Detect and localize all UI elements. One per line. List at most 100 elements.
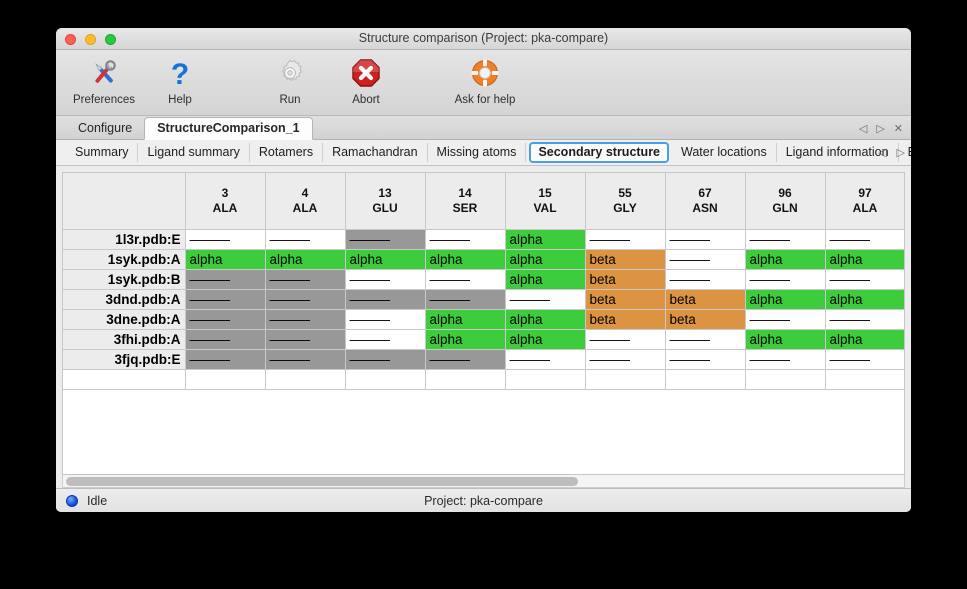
column-header-15[interactable]: 15 VAL <box>505 173 586 230</box>
row-header-3fjq-pdb-E[interactable]: 3fjq.pdb:E <box>63 349 186 370</box>
table-cell-white[interactable]: ——— <box>505 289 586 310</box>
table-cell-green[interactable]: alpha <box>745 289 826 310</box>
doc-tab-next-icon[interactable]: ▷ <box>876 123 885 135</box>
table-cell-beta[interactable]: beta <box>665 309 746 330</box>
table-cell-grey[interactable]: ——— <box>185 329 266 350</box>
column-header-14[interactable]: 14 SER <box>425 173 506 230</box>
table-cell-grey[interactable]: ——— <box>345 229 426 250</box>
table-cell-grey[interactable]: ——— <box>425 349 506 370</box>
row-header-3fhi-pdb-A[interactable]: 3fhi.pdb:A <box>63 329 186 350</box>
table-cell-grey[interactable]: ——— <box>265 329 346 350</box>
tab-rotamers[interactable]: Rotamers <box>250 143 324 162</box>
table-cell-grey[interactable]: ——— <box>185 349 266 370</box>
table-cell-grey[interactable]: ——— <box>265 349 346 370</box>
table-cell-white[interactable]: ——— <box>505 349 586 370</box>
ask-for-help-button[interactable]: Ask for help <box>438 54 532 106</box>
doc-tab-close-icon[interactable]: ✕ <box>893 123 903 135</box>
table-cell-green[interactable]: alpha <box>505 329 586 350</box>
table-cell-green[interactable]: alpha <box>345 249 426 270</box>
table-cell-white[interactable]: ——— <box>745 229 826 250</box>
table-cell-beta[interactable]: beta <box>665 289 746 310</box>
table-cell-white[interactable]: ——— <box>665 329 746 350</box>
column-header-55[interactable]: 55 GLY <box>585 173 666 230</box>
table-cell-grey[interactable]: ——— <box>345 289 426 310</box>
close-window-button[interactable] <box>65 34 76 45</box>
table-row[interactable]: 3fhi.pdb:A ——— ——— ——— alpha alpha ——— ——— alpha… <box>63 329 904 350</box>
column-header-67[interactable]: 67 ASN <box>665 173 746 230</box>
table-cell-green[interactable]: alpha <box>505 309 586 330</box>
table-cell-white[interactable]: ——— <box>745 269 826 290</box>
table-cell-grey[interactable]: ——— <box>185 289 266 310</box>
table-cell-grey[interactable]: ——— <box>185 269 266 290</box>
tab-missing-atoms[interactable]: Missing atoms <box>428 143 527 162</box>
table-cell-green[interactable]: alpha <box>745 329 826 350</box>
horizontal-scrollbar-thumb[interactable] <box>66 477 578 486</box>
table-row[interactable]: 3dne.pdb:A ——— ——— ——— alpha alpha beta beta ———… <box>63 309 904 330</box>
table-cell-white[interactable]: ——— <box>665 349 746 370</box>
table-cell-white[interactable]: ——— <box>345 329 426 350</box>
table-row[interactable]: 3dnd.pdb:A ——— ——— ——— ——— ——— beta beta alpha al… <box>63 289 904 310</box>
minimize-window-button[interactable] <box>85 34 96 45</box>
table-cell-white[interactable]: ——— <box>825 309 904 330</box>
table-cell-white[interactable]: ——— <box>665 249 746 270</box>
column-header-4[interactable]: 4 ALA <box>265 173 346 230</box>
table-cell-white[interactable]: ——— <box>745 349 826 370</box>
table-cell-white[interactable]: ——— <box>425 229 506 250</box>
table-cell-white[interactable]: ——— <box>345 269 426 290</box>
tab-secondary-structure[interactable]: Secondary structure <box>529 142 670 163</box>
tab-ligand-summary[interactable]: Ligand summary <box>138 143 250 162</box>
table-row[interactable]: 1syk.pdb:B ——— ——— ——— ——— alpha beta ——— ——— ———… <box>63 269 904 290</box>
table-cell-grey[interactable]: ——— <box>425 289 506 310</box>
tab-ligand-information[interactable]: Ligand information <box>777 143 899 162</box>
column-header-96[interactable]: 96 GLN <box>745 173 826 230</box>
doc-tab-structurecomparison-1[interactable]: StructureComparison_1 <box>144 117 313 140</box>
table-cell-green[interactable]: alpha <box>505 229 586 250</box>
column-header-3[interactable]: 3 ALA <box>185 173 266 230</box>
table-cell-beta[interactable]: beta <box>585 269 666 290</box>
table-cell-green[interactable]: alpha <box>185 249 266 270</box>
column-header-97[interactable]: 97 ALA <box>825 173 904 230</box>
table-cell-white[interactable]: ——— <box>825 229 904 250</box>
table-row[interactable]: 3fjq.pdb:E———————————————————————————alp… <box>63 349 904 370</box>
table-cell-green[interactable]: alpha <box>825 289 904 310</box>
table-cell-beta[interactable]: beta <box>585 309 666 330</box>
row-header-1syk-pdb-B[interactable]: 1syk.pdb:B <box>63 269 186 290</box>
column-header-13[interactable]: 13 GLU <box>345 173 426 230</box>
table-cell-white[interactable]: ——— <box>185 229 266 250</box>
table-row[interactable]: 1syk.pdb:A alpha alpha alpha alpha alpha beta —… <box>63 249 904 270</box>
table-cell-white[interactable]: ——— <box>585 329 666 350</box>
table-cell-white[interactable]: ——— <box>665 269 746 290</box>
table-cell-white[interactable]: ——— <box>345 309 426 330</box>
doc-tab-configure[interactable]: Configure <box>78 121 133 135</box>
table-cell-green[interactable]: alpha <box>825 249 904 270</box>
table-cell-white[interactable]: ——— <box>665 229 746 250</box>
table-row[interactable]: 1l3r.pdb:E————————————alpha—————————————… <box>63 229 904 250</box>
table-cell-green[interactable]: alpha <box>425 309 506 330</box>
table-cell-green[interactable]: alpha <box>505 249 586 270</box>
table-cell-white[interactable]: ——— <box>825 269 904 290</box>
help-button[interactable]: ? Help <box>142 54 218 106</box>
table-cell-grey[interactable]: ——— <box>265 289 346 310</box>
table-cell-green[interactable]: alpha <box>505 269 586 290</box>
row-header-3dnd-pdb-A[interactable]: 3dnd.pdb:A <box>63 289 186 310</box>
result-tab-prev-icon[interactable]: ◁ <box>878 147 887 159</box>
table-cell-grey[interactable]: ——— <box>185 309 266 330</box>
abort-button[interactable]: Abort <box>328 54 404 106</box>
tab-water-locations[interactable]: Water locations <box>672 143 777 162</box>
table-cell-green[interactable]: alpha <box>745 249 826 270</box>
table-cell-white[interactable]: ——— <box>585 229 666 250</box>
row-header-3dne-pdb-A[interactable]: 3dne.pdb:A <box>63 309 186 330</box>
preferences-button[interactable]: Preferences <box>66 54 142 106</box>
table-cell-white[interactable]: ——— <box>825 349 904 370</box>
result-tab-next-icon[interactable]: ▷ <box>896 147 905 159</box>
table-cell-grey[interactable]: ——— <box>265 269 346 290</box>
table-cell-green[interactable]: alpha <box>265 249 346 270</box>
table-cell-white[interactable]: ——— <box>265 229 346 250</box>
tab-b-factors[interactable]: B-factors <box>899 143 911 162</box>
run-button[interactable]: Run <box>252 54 328 106</box>
table-cell-beta[interactable]: beta <box>585 249 666 270</box>
doc-tab-prev-icon[interactable]: ◁ <box>858 123 868 135</box>
table-cell-white[interactable]: ——— <box>585 349 666 370</box>
table-cell-grey[interactable]: ——— <box>345 349 426 370</box>
table-cell-green[interactable]: alpha <box>425 249 506 270</box>
